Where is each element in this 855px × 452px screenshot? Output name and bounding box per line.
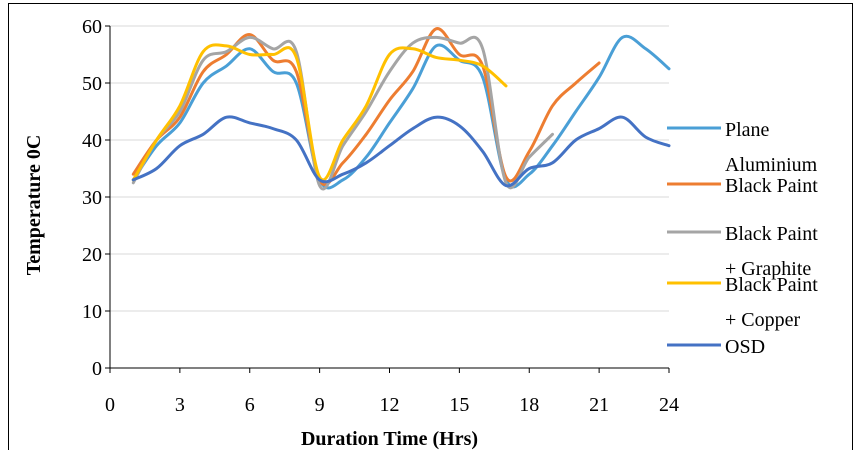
legend-label: Plane Aluminium: [725, 119, 818, 176]
x-tick-label: 18: [519, 394, 539, 416]
legend-label: Black Paint + Graphite: [725, 223, 818, 280]
legend-item-2: Black Paint + Graphite: [667, 223, 818, 280]
x-tick-label: 6: [245, 394, 255, 416]
series-line-0: [131, 34, 671, 190]
series-line-3: [131, 43, 508, 182]
x-tick-label: 0: [105, 394, 115, 416]
legend-label: Black Paint: [725, 175, 818, 197]
legend-item-0: Plane Aluminium: [667, 119, 818, 176]
legend-label: Black Paint + Copper: [725, 274, 818, 331]
x-axis-title: Duration Time (Hrs): [301, 428, 478, 450]
y-tick-label: 30: [82, 187, 102, 209]
series-line-1: [131, 27, 601, 187]
x-tick-label: 24: [659, 394, 679, 416]
x-tick-label: 3: [175, 394, 185, 416]
y-tick-label: 0: [92, 358, 102, 380]
x-tick-label: 12: [380, 394, 400, 416]
legend-item-3: Black Paint + Copper: [667, 274, 818, 331]
y-tick-label: 60: [82, 16, 102, 38]
chart-frame: [8, 3, 853, 450]
y-axis-title: Temperature 0C: [23, 135, 45, 276]
x-tick-label: 21: [589, 394, 609, 416]
legend-item-1: Black Paint: [667, 175, 818, 197]
x-tick-labels: 0 3 6 9 12 15 18 21 24: [105, 368, 679, 416]
y-tick-label: 10: [82, 301, 102, 323]
series-lines: [131, 27, 671, 191]
x-tick-label: 15: [449, 394, 469, 416]
y-tick-labels: 0 10 20 30 40 50 60: [82, 16, 110, 380]
y-tick-label: 40: [82, 130, 102, 152]
y-tick-label: 20: [82, 244, 102, 266]
y-tick-label: 50: [82, 73, 102, 95]
legend-label: OSD: [725, 336, 765, 358]
series-line-4: [131, 115, 671, 188]
legend-item-4: OSD: [667, 336, 765, 358]
x-tick-label: 9: [315, 394, 325, 416]
